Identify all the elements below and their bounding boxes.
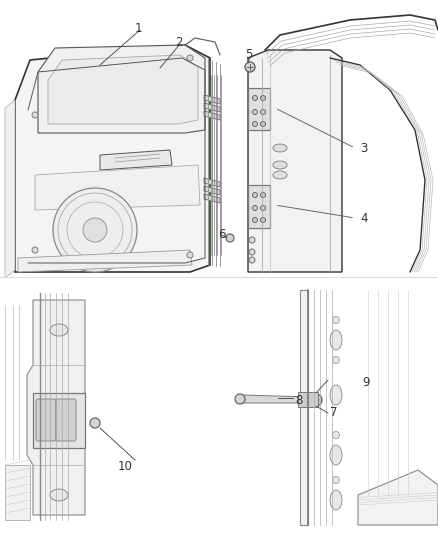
Text: 1: 1: [135, 21, 142, 35]
Circle shape: [332, 432, 339, 439]
Circle shape: [252, 109, 258, 115]
Circle shape: [249, 257, 255, 263]
Polygon shape: [204, 178, 220, 187]
Polygon shape: [204, 111, 220, 120]
Circle shape: [261, 206, 265, 211]
Circle shape: [313, 397, 319, 403]
Circle shape: [245, 62, 255, 72]
Circle shape: [252, 217, 258, 222]
Polygon shape: [248, 185, 270, 228]
Circle shape: [261, 217, 265, 222]
Polygon shape: [204, 194, 220, 203]
Polygon shape: [38, 45, 205, 133]
Polygon shape: [298, 392, 318, 407]
Circle shape: [261, 95, 265, 101]
Polygon shape: [204, 95, 220, 104]
Circle shape: [252, 122, 258, 126]
Polygon shape: [27, 300, 85, 515]
Polygon shape: [100, 150, 172, 170]
Circle shape: [261, 109, 265, 115]
Circle shape: [32, 247, 38, 253]
Text: 9: 9: [362, 376, 370, 390]
FancyBboxPatch shape: [36, 399, 56, 441]
Polygon shape: [15, 45, 210, 272]
Ellipse shape: [50, 409, 68, 421]
Polygon shape: [248, 88, 270, 130]
Polygon shape: [48, 55, 198, 124]
Polygon shape: [33, 393, 85, 448]
Text: 5: 5: [245, 49, 252, 61]
Circle shape: [53, 188, 137, 272]
Ellipse shape: [330, 490, 342, 510]
Text: 4: 4: [360, 212, 367, 224]
Circle shape: [32, 112, 38, 118]
Ellipse shape: [50, 324, 68, 336]
Ellipse shape: [50, 489, 68, 501]
Polygon shape: [248, 50, 342, 272]
Circle shape: [187, 252, 193, 258]
Ellipse shape: [273, 161, 287, 169]
Polygon shape: [18, 250, 192, 272]
Polygon shape: [358, 470, 438, 525]
Polygon shape: [5, 100, 15, 278]
Circle shape: [252, 95, 258, 101]
Ellipse shape: [273, 171, 287, 179]
Text: 3: 3: [360, 141, 367, 155]
Circle shape: [310, 394, 322, 406]
Text: 10: 10: [118, 461, 133, 473]
Polygon shape: [243, 395, 310, 403]
Circle shape: [235, 394, 245, 404]
Circle shape: [332, 477, 339, 483]
Circle shape: [332, 357, 339, 364]
Circle shape: [252, 206, 258, 211]
Circle shape: [332, 317, 339, 324]
Text: 8: 8: [295, 393, 302, 407]
Circle shape: [261, 192, 265, 198]
Circle shape: [90, 418, 100, 428]
Circle shape: [226, 234, 234, 242]
Circle shape: [252, 192, 258, 198]
Polygon shape: [5, 465, 30, 520]
Text: 2: 2: [175, 36, 183, 49]
Text: 6: 6: [218, 229, 226, 241]
FancyBboxPatch shape: [56, 399, 76, 441]
Ellipse shape: [330, 330, 342, 350]
Circle shape: [261, 122, 265, 126]
Circle shape: [187, 55, 193, 61]
Polygon shape: [204, 186, 220, 195]
Circle shape: [249, 249, 255, 255]
Circle shape: [83, 218, 107, 242]
Polygon shape: [300, 290, 308, 525]
Text: 7: 7: [330, 406, 338, 418]
Ellipse shape: [330, 385, 342, 405]
Polygon shape: [204, 103, 220, 112]
Circle shape: [249, 237, 255, 243]
Polygon shape: [35, 165, 200, 210]
Ellipse shape: [273, 144, 287, 152]
Ellipse shape: [330, 445, 342, 465]
